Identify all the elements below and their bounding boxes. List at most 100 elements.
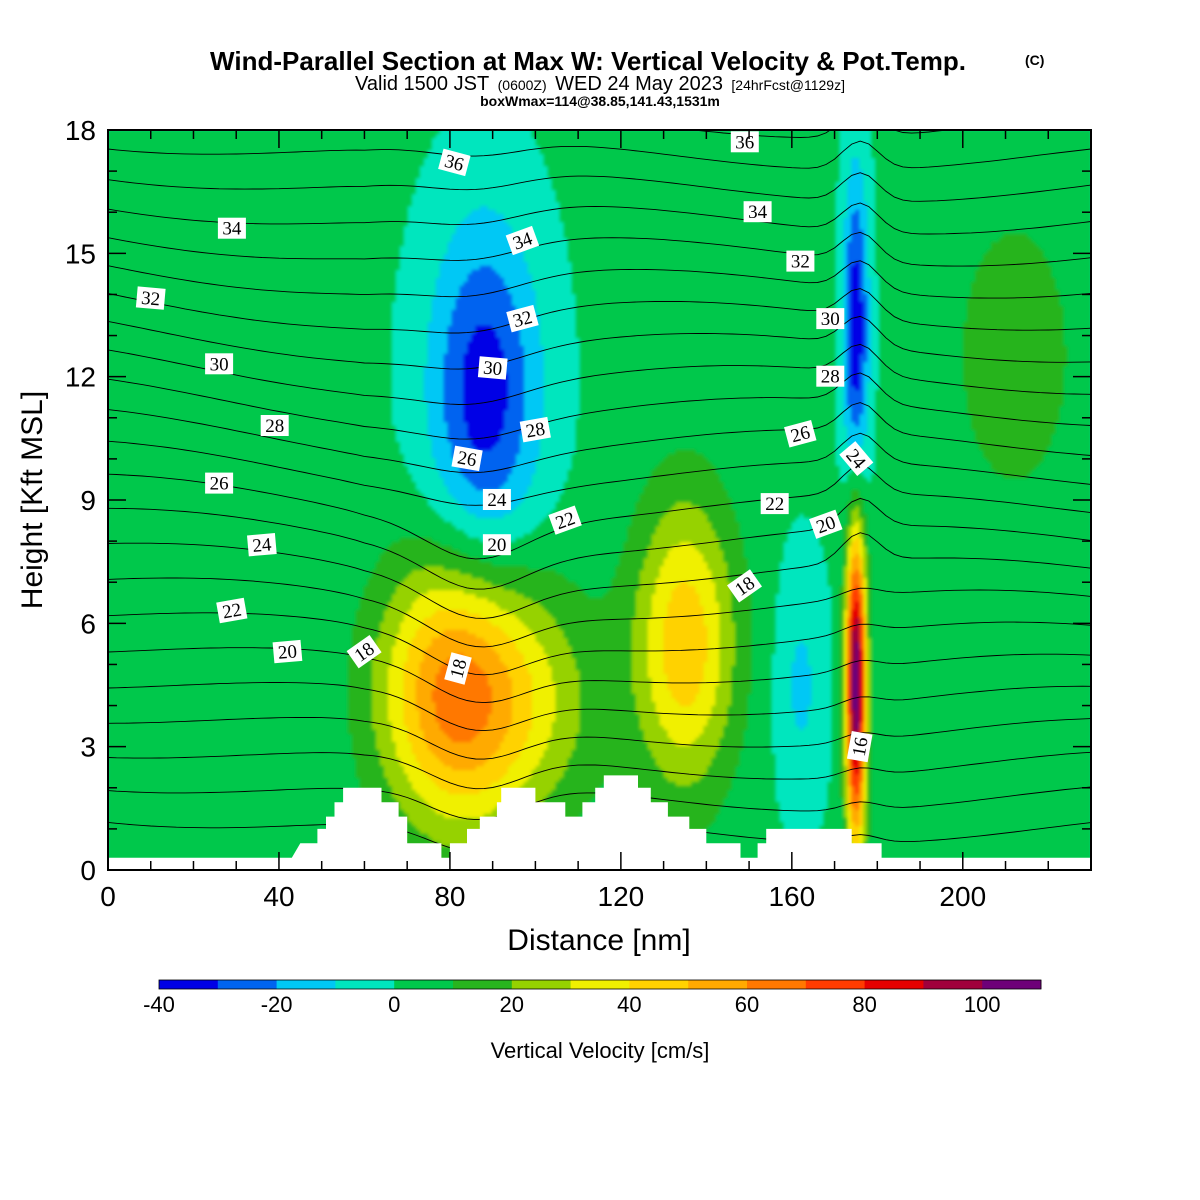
chart-subtitle: Valid 1500 JST (0600Z) WED 24 May 2023 [… — [355, 73, 845, 95]
theta-label-text: 28 — [265, 416, 284, 437]
theta-label-box — [506, 304, 539, 333]
colorbar-swatch — [217, 980, 277, 989]
theta-label: 28 — [260, 415, 289, 437]
theta-contour-line — [108, 315, 1091, 370]
colorbar-tick-label: 40 — [617, 992, 641, 1017]
colorbar-swatch — [747, 980, 807, 989]
theta-contour-line — [108, 464, 1091, 560]
theta-label: 24 — [482, 489, 511, 511]
theta-label: 36 — [438, 148, 471, 177]
theta-label-box — [505, 225, 540, 256]
theta-label-box — [477, 356, 508, 380]
colorbar-swatch — [335, 980, 395, 989]
colorbar-tick-label: -40 — [143, 992, 175, 1017]
theta-label-text: 30 — [210, 354, 229, 375]
theta-contour-line — [690, 130, 952, 138]
y-axis-label: Height [Kft MSL] — [16, 391, 49, 609]
theta-contour-line — [108, 260, 1091, 299]
colorbar-swatch — [688, 980, 748, 989]
subtitle-date: WED 24 May 2023 — [555, 73, 723, 95]
colorbar-tick-label: -20 — [261, 992, 293, 1017]
theta-label: 26 — [784, 419, 817, 448]
theta-contour-line — [108, 372, 1091, 440]
colorbar-swatch — [923, 980, 983, 989]
theta-contour-line — [108, 172, 1091, 202]
theta-label-box — [272, 639, 303, 664]
theta-label-box — [444, 652, 472, 685]
theta-label-box — [246, 533, 277, 557]
theta-label-text: 30 — [482, 358, 503, 381]
colorbar-swatch — [453, 980, 513, 989]
theta-label: 32 — [506, 304, 539, 333]
x-axis-tick-labels: 0 40 80 120 160 200 — [100, 881, 986, 912]
theta-label-text: 32 — [791, 252, 810, 273]
theta-contour-line — [108, 577, 1091, 648]
theta-label-text: 32 — [511, 307, 535, 332]
theta-label-text: 34 — [222, 219, 242, 240]
theta-label: 30 — [816, 308, 845, 330]
theta-label-box — [216, 597, 248, 624]
vertical-velocity-field — [108, 130, 1091, 870]
theta-contour-line — [108, 612, 1091, 676]
theta-label-box — [809, 509, 843, 539]
theta-label: 18 — [444, 652, 472, 685]
theta-label-box — [839, 441, 874, 477]
theta-contour-line — [108, 202, 1091, 235]
theta-label-box — [482, 534, 511, 556]
x-tick-label: 160 — [768, 881, 815, 912]
y-tick-label: 18 — [65, 115, 96, 146]
colorbar-swatch — [629, 980, 689, 989]
theta-label-box — [482, 489, 511, 510]
y-tick-label: 3 — [80, 732, 96, 763]
colorbar-swatch — [982, 980, 1042, 989]
theta-label-box — [135, 286, 166, 310]
colorbar-tick-label: 80 — [852, 992, 876, 1017]
theta-label: 36 — [730, 131, 759, 153]
theta-label-box — [205, 472, 234, 494]
theta-label-box — [346, 635, 382, 669]
theta-contour-line — [108, 402, 1091, 474]
theta-contour-line — [108, 231, 1091, 267]
colorbar-label: Vertical Velocity [cm/s] — [491, 1038, 710, 1063]
theta-contour-line — [108, 682, 1091, 732]
x-tick-label: 40 — [263, 881, 294, 912]
theta-label: 24 — [246, 533, 277, 557]
theta-label: 26 — [451, 445, 483, 471]
theta-label-text: 30 — [821, 309, 840, 330]
colorbar-tick-label: 0 — [388, 992, 400, 1017]
theta-label: 32 — [135, 286, 166, 310]
y-tick-label: 6 — [80, 608, 96, 639]
colorbar-swatch — [570, 980, 630, 989]
theta-contour-line — [108, 716, 1091, 760]
theta-label-text: 20 — [277, 641, 298, 664]
theta-label-box — [260, 415, 289, 436]
axis-ticks — [107, 129, 1092, 871]
theta-label: 16 — [846, 731, 873, 763]
chart-subtitle-box-wmax: boxWmax=114@38.85,141.43,1531m — [480, 93, 720, 109]
theta-label-text: 28 — [821, 367, 840, 388]
theta-label-box — [205, 353, 234, 375]
theta-label-text: 22 — [221, 600, 243, 624]
theta-contour-line — [108, 432, 1091, 506]
theta-label-text: 26 — [210, 474, 229, 495]
colorbar-swatch — [159, 980, 219, 989]
y-tick-label: 9 — [80, 485, 96, 516]
theta-label-box — [846, 731, 873, 763]
subtitle-valid-time: Valid 1500 JST — [355, 73, 489, 95]
colorbar-tick-label: 20 — [500, 992, 524, 1017]
title-copyright-suffix: (C) — [1025, 52, 1044, 68]
theta-contour-line — [108, 647, 1091, 704]
theta-label-text: 28 — [524, 419, 546, 443]
theta-contour-line — [108, 288, 1091, 334]
theta-label: 26 — [205, 472, 234, 495]
theta-contour-line — [108, 497, 1091, 590]
colorbar-frame — [158, 979, 1042, 990]
theta-label: 34 — [217, 217, 246, 240]
theta-label: 20 — [272, 639, 303, 664]
subtitle-forecast-run: [24hrFcst@1129z] — [731, 77, 845, 93]
theta-label-box — [548, 505, 582, 535]
x-tick-label: 80 — [434, 881, 465, 912]
colorbar-tick-label: 60 — [735, 992, 759, 1017]
